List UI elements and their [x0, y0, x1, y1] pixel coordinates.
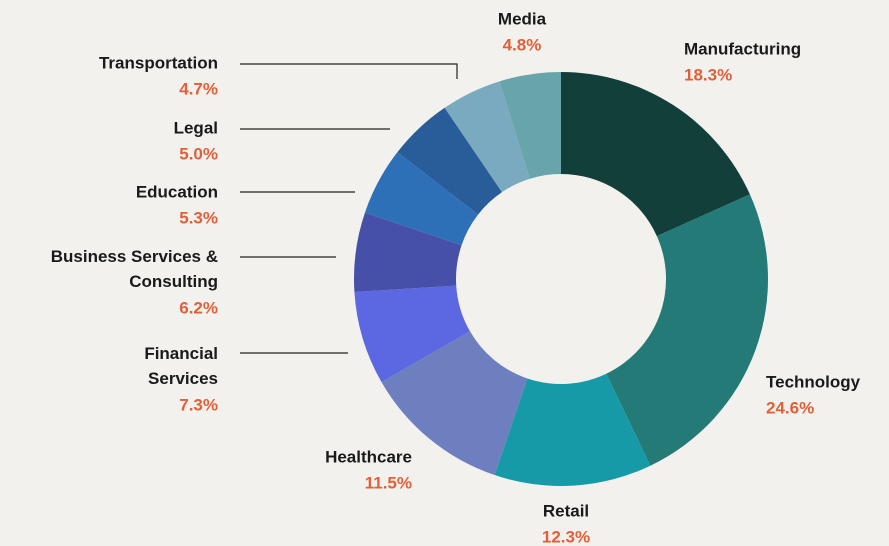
- slice-value-label: 18.3%: [684, 65, 732, 84]
- slice-value-label: 12.3%: [542, 527, 590, 546]
- slice-label: Retail: [543, 501, 589, 520]
- slice-label: Financial Services: [144, 344, 218, 388]
- slice-value-label: 11.5%: [365, 473, 412, 492]
- slice-value-label: 5.0%: [179, 144, 218, 163]
- label-line: Services: [148, 369, 218, 388]
- slice-value-label: 4.7%: [179, 79, 218, 98]
- slice-label: Media: [498, 9, 547, 28]
- slice-value-label: 4.8%: [503, 35, 542, 54]
- label-line: Financial: [144, 344, 218, 363]
- slice-label: Business Services & Consulting: [51, 247, 218, 291]
- slice-label: Healthcare: [325, 447, 412, 466]
- slice-label: Transportation: [99, 53, 218, 72]
- slice-label: Legal: [174, 118, 218, 137]
- leader-lines: [240, 63, 458, 354]
- slice-label: Technology: [766, 372, 861, 391]
- donut-slice: [354, 212, 462, 292]
- donut-slice: [494, 373, 651, 486]
- slice-value-label: 7.3%: [179, 395, 218, 414]
- donut-slice: [606, 194, 768, 466]
- donut-slice: [381, 331, 528, 476]
- donut-slice: [364, 152, 479, 246]
- donut-slice: [499, 72, 561, 179]
- label-line: Consulting: [129, 272, 218, 291]
- label-line: Business Services &: [51, 247, 218, 266]
- donut-slice: [561, 72, 750, 237]
- slice-label: Manufacturing: [684, 39, 801, 58]
- donut-slice: [444, 81, 530, 193]
- leader-line: [240, 63, 458, 79]
- slice-label: Education: [136, 182, 218, 201]
- donut-slice: [397, 107, 502, 215]
- slice-value-label: 5.3%: [179, 208, 218, 227]
- donut-slice: [354, 285, 470, 383]
- slice-value-label: 24.6%: [766, 398, 814, 417]
- slice-value-label: 6.2%: [179, 298, 218, 317]
